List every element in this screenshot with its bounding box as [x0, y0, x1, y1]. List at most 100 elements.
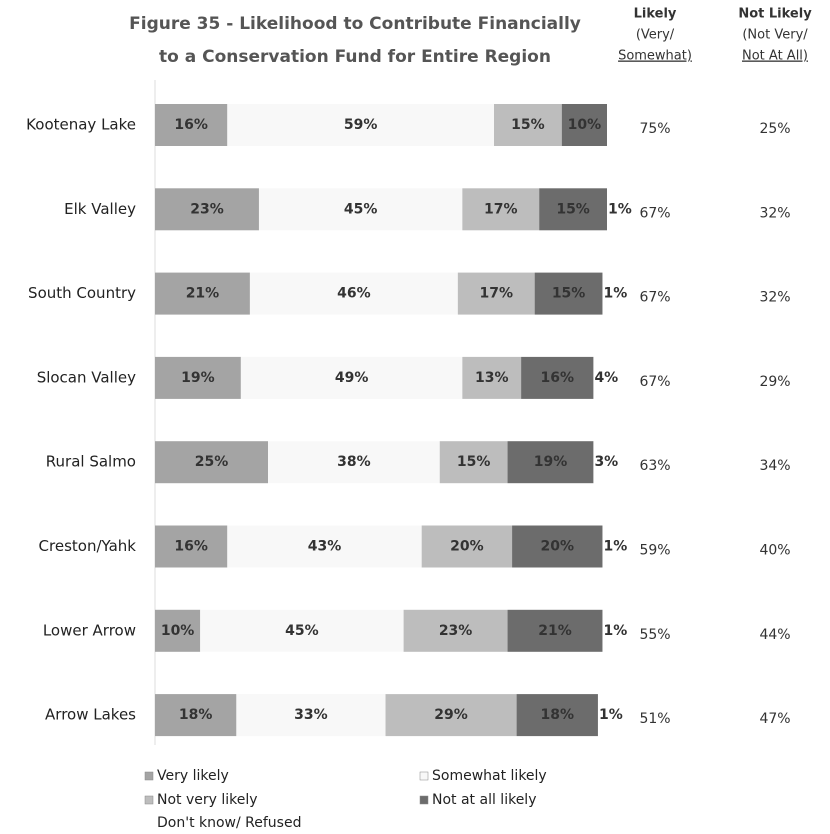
category-label: Slocan Valley — [37, 368, 136, 386]
data-label: 15% — [556, 201, 590, 217]
bar-segment — [462, 356, 522, 399]
bar-segment — [462, 188, 540, 231]
chart-title: to a Conservation Fund for Entire Region — [159, 47, 551, 67]
bar-segment — [268, 441, 440, 484]
bar-segment — [155, 188, 259, 231]
bar-segment — [240, 356, 463, 399]
legend-swatch — [144, 771, 154, 781]
data-label: 1% — [599, 707, 623, 723]
bar-segment — [593, 441, 607, 484]
column-value: 32% — [759, 290, 790, 306]
legend-swatch — [419, 771, 429, 781]
bar-segment — [155, 441, 268, 484]
data-label: 1% — [603, 623, 627, 639]
category-label: Arrow Lakes — [45, 706, 136, 724]
data-label: 43% — [308, 539, 342, 555]
bar-segment — [200, 609, 404, 652]
data-label: 49% — [335, 370, 369, 386]
chart-title: Figure 35 - Likelihood to Contribute Fin… — [129, 14, 581, 34]
data-label: 15% — [457, 454, 491, 470]
data-label: 21% — [186, 286, 220, 302]
bar-segment — [155, 525, 228, 568]
data-label: 20% — [541, 539, 575, 555]
bar-segment — [236, 694, 386, 737]
data-label: 29% — [434, 707, 468, 723]
bar-segment — [597, 694, 603, 737]
column-header: (Very/ — [636, 28, 675, 43]
data-label: 45% — [344, 201, 378, 217]
data-label: 1% — [603, 539, 627, 555]
legend-swatch — [144, 795, 154, 805]
legend-label: Somewhat likely — [432, 768, 547, 784]
legend-label: Don't know/ Refused — [157, 815, 301, 831]
data-label: 15% — [511, 117, 545, 133]
column-value: 51% — [639, 711, 670, 727]
data-label: 3% — [594, 454, 618, 470]
data-label: 21% — [538, 623, 572, 639]
data-label: 16% — [174, 117, 208, 133]
bar-segment — [155, 694, 237, 737]
data-label: 23% — [439, 623, 473, 639]
column-value: 25% — [759, 121, 790, 137]
column-value: 59% — [639, 543, 670, 559]
data-label: 10% — [161, 623, 195, 639]
data-label: 15% — [552, 286, 586, 302]
column-value: 75% — [639, 121, 670, 137]
data-label: 16% — [541, 370, 575, 386]
bar-segment — [534, 272, 603, 315]
legend-label: Not very likely — [157, 792, 258, 808]
data-label: 10% — [568, 117, 602, 133]
column-header: Somewhat) — [618, 49, 692, 64]
bar-segment — [512, 525, 603, 568]
bar-segment — [227, 525, 422, 568]
bar-segment — [602, 272, 607, 315]
data-label: 33% — [294, 707, 328, 723]
bar-segment — [607, 188, 612, 231]
data-label: 59% — [344, 117, 378, 133]
column-header: (Not Very/ — [742, 28, 808, 43]
category-label: Creston/Yahk — [39, 537, 137, 555]
data-label: 46% — [337, 286, 371, 302]
column-value: 55% — [639, 627, 670, 643]
bar-segment — [602, 525, 607, 568]
data-label: 17% — [480, 286, 514, 302]
bar-segment — [403, 609, 508, 652]
bar-segment — [258, 188, 463, 231]
bar-segment — [507, 609, 603, 652]
column-value: 67% — [639, 290, 670, 306]
data-label: 18% — [541, 707, 575, 723]
data-label: 13% — [475, 370, 509, 386]
column-value: 63% — [639, 458, 670, 474]
legend-label: Not at all likely — [432, 792, 536, 808]
bar-segment — [516, 694, 598, 737]
bar-segment — [155, 272, 250, 315]
column-value: 67% — [639, 374, 670, 390]
column-header: Not Likely — [738, 7, 812, 22]
column-value: 44% — [759, 627, 790, 643]
data-label: 23% — [190, 201, 224, 217]
bar-segment — [602, 609, 607, 652]
bar-segment — [155, 609, 201, 652]
column-value: 47% — [759, 711, 790, 727]
legend-swatch — [144, 818, 154, 828]
bar-segment — [539, 188, 607, 231]
legend-label: Very likely — [157, 768, 229, 784]
bar-segment — [249, 272, 458, 315]
bar-segment — [561, 104, 607, 146]
bar-segment — [421, 525, 513, 568]
data-label: 38% — [337, 454, 371, 470]
bar-segment — [155, 104, 228, 146]
bar-segment — [507, 441, 594, 484]
category-label: Kootenay Lake — [26, 116, 136, 134]
bar-segment — [227, 104, 494, 146]
category-label: Elk Valley — [64, 200, 136, 218]
data-label: 19% — [534, 454, 568, 470]
bar-segment — [439, 441, 508, 484]
category-label: South Country — [28, 284, 136, 302]
category-label: Lower Arrow — [43, 621, 136, 639]
column-header: Likely — [634, 7, 677, 22]
data-label: 19% — [181, 370, 215, 386]
data-label: 17% — [484, 201, 518, 217]
bar-segment — [155, 356, 241, 399]
